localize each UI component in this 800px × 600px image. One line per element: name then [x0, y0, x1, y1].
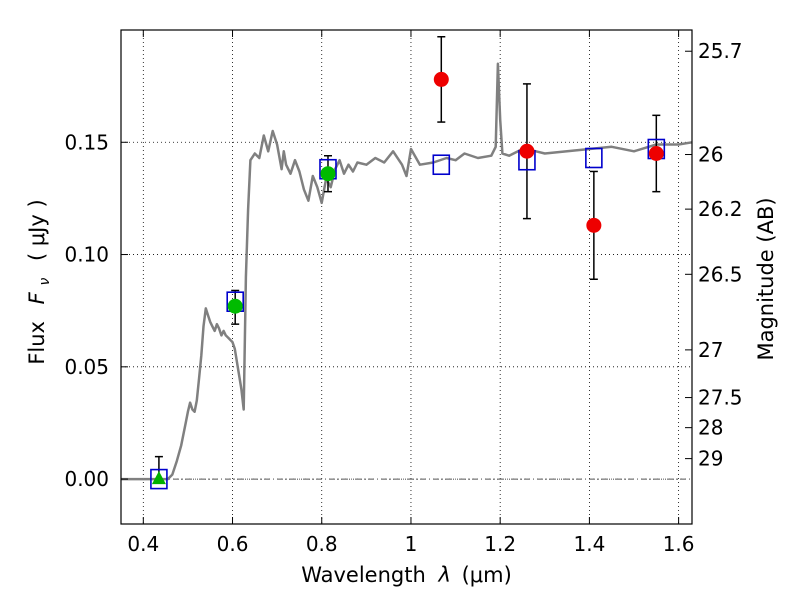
y-tick-label: 0.00 — [64, 467, 109, 491]
y-axis-label: Flux F ν ( μJy ) — [25, 199, 54, 364]
model-photometry-square — [432, 154, 451, 176]
x-tick-label: 1.4 — [573, 532, 605, 556]
right-tick-label: 27 — [698, 338, 723, 362]
axis-ticks: 0.4 0.6 0.8 1 1.2 1.4 1.6 0.00 0.05 0.10 0.15 25.7 2… — [64, 30, 743, 556]
nir-detection-point — [586, 217, 602, 233]
right-tick-label: 28 — [698, 416, 723, 440]
right-tick-label: 26.5 — [698, 262, 743, 286]
right-tick-label: 26.2 — [698, 197, 743, 221]
nir-detection-point — [519, 143, 535, 159]
x-tick-label: 1.2 — [484, 532, 516, 556]
right-axis-label: Magnitude (AB) — [754, 197, 778, 360]
optical-detection-point — [227, 298, 243, 314]
upper-limit-triangle — [151, 471, 166, 485]
grid — [121, 30, 692, 524]
right-tick-label: 25.7 — [698, 39, 743, 63]
model-photometry-square — [150, 468, 168, 490]
y-tick-label: 0.15 — [64, 130, 109, 154]
right-tick-label: 27.5 — [698, 386, 743, 410]
x-tick-label: 1.6 — [663, 532, 695, 556]
model-spectrum-line — [121, 62, 693, 481]
model-photometry-square — [585, 147, 603, 169]
right-tick-label: 29 — [698, 447, 723, 471]
y-tick-label: 0.10 — [64, 243, 109, 267]
x-axis-label: Wavelength λ (μm) — [301, 563, 512, 587]
x-tick-label: 0.8 — [306, 532, 338, 556]
plot-frame — [120, 29, 693, 525]
x-tick-label: 0.4 — [127, 532, 159, 556]
data-marks — [150, 35, 666, 490]
y-tick-label: 0.05 — [64, 355, 109, 379]
optical-detection-point — [320, 166, 336, 182]
x-tick-label: 0.6 — [217, 532, 249, 556]
nir-detection-point — [648, 146, 664, 161]
nir-detection-point — [433, 71, 449, 87]
right-tick-label: 26 — [698, 143, 723, 167]
x-tick-label: 1 — [405, 532, 418, 556]
